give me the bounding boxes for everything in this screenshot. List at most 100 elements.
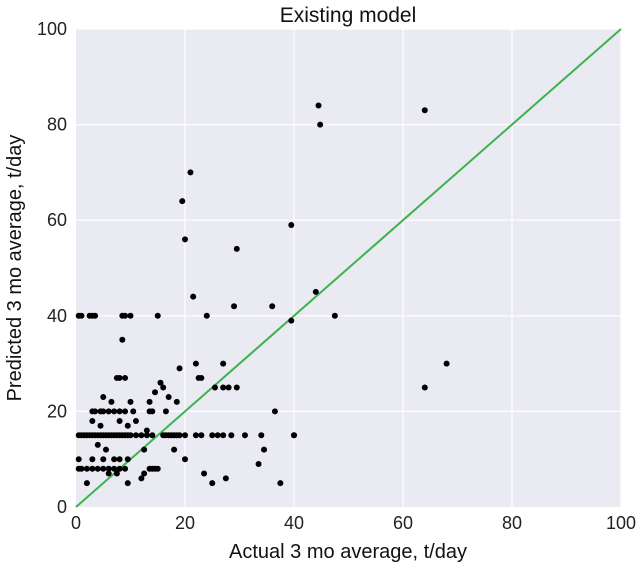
data-point	[116, 374, 123, 381]
data-point	[124, 456, 131, 463]
data-point	[165, 394, 172, 401]
data-point	[94, 465, 101, 472]
data-point	[209, 432, 216, 439]
gridlines	[76, 28, 622, 507]
data-point	[116, 417, 123, 424]
data-point	[149, 408, 156, 415]
y-tick-label: 100	[37, 19, 67, 39]
data-point	[214, 432, 221, 439]
data-point	[225, 384, 232, 391]
data-point	[149, 432, 156, 439]
x-tick-label: 20	[175, 513, 195, 533]
data-point	[312, 288, 319, 295]
data-point	[113, 470, 120, 477]
data-point	[89, 465, 96, 472]
chart-title: Existing model	[280, 4, 417, 27]
data-point	[127, 432, 134, 439]
data-point	[201, 470, 208, 477]
data-point	[211, 384, 218, 391]
data-point	[182, 236, 188, 243]
data-point	[190, 293, 197, 300]
data-point	[160, 384, 167, 391]
data-point	[198, 374, 205, 381]
data-point	[182, 432, 188, 439]
data-point	[288, 317, 295, 324]
data-point	[179, 198, 186, 205]
data-point	[209, 480, 216, 487]
data-point	[94, 441, 101, 448]
data-point	[119, 336, 126, 343]
data-point	[78, 465, 85, 472]
data-points	[75, 102, 450, 487]
data-point	[122, 465, 129, 472]
data-point	[116, 456, 123, 463]
data-point	[171, 446, 178, 453]
x-tick-label: 80	[502, 513, 522, 533]
data-point	[127, 398, 134, 405]
data-point	[261, 446, 268, 453]
data-point	[89, 456, 96, 463]
data-point	[162, 408, 169, 415]
data-point	[269, 303, 276, 310]
data-point	[141, 470, 148, 477]
x-tick-label: 60	[393, 513, 413, 533]
x-tick-label: 100	[606, 513, 636, 533]
data-point	[146, 398, 153, 405]
data-point	[154, 312, 161, 319]
data-point	[100, 408, 107, 415]
data-point	[92, 408, 99, 415]
data-point	[124, 480, 131, 487]
data-point	[111, 408, 118, 415]
data-point	[122, 312, 129, 319]
identity-line	[75, 28, 622, 508]
data-point	[176, 365, 183, 372]
y-tick-label: 40	[47, 306, 67, 326]
data-point	[75, 456, 82, 463]
data-point	[89, 417, 96, 424]
data-point	[83, 465, 90, 472]
data-point	[220, 432, 227, 439]
data-point	[127, 312, 134, 319]
data-point	[231, 303, 238, 310]
y-axis-label: Predicted 3 mo average, t/day	[4, 135, 26, 402]
data-point	[228, 432, 235, 439]
data-point	[100, 456, 107, 463]
data-point	[124, 422, 131, 429]
data-point	[220, 360, 227, 367]
reference-line-group	[75, 28, 622, 508]
data-point	[78, 312, 85, 319]
y-tick-label: 20	[47, 401, 67, 421]
data-point	[143, 432, 150, 439]
y-tick-label: 60	[47, 210, 67, 230]
data-point	[187, 169, 194, 176]
x-axis-label: Actual 3 mo average, t/day	[229, 541, 467, 563]
data-point	[138, 432, 145, 439]
data-point	[271, 408, 278, 415]
data-point	[157, 379, 164, 386]
data-point	[92, 312, 99, 319]
data-point	[138, 475, 145, 482]
data-point	[220, 384, 227, 391]
data-point	[108, 398, 115, 405]
data-point	[143, 427, 150, 434]
data-point	[100, 394, 107, 401]
data-point	[288, 221, 295, 228]
data-point	[152, 389, 159, 396]
y-tick-label: 80	[47, 115, 67, 135]
data-point	[222, 475, 229, 482]
y-tick-label: 0	[57, 497, 67, 517]
data-point	[173, 398, 180, 405]
x-tick-label: 0	[71, 513, 81, 533]
data-point	[141, 446, 148, 453]
data-point	[255, 460, 262, 467]
data-point	[192, 432, 199, 439]
data-point	[130, 408, 137, 415]
data-point	[154, 465, 161, 472]
data-point	[105, 408, 112, 415]
data-point	[105, 470, 112, 477]
data-point	[111, 465, 118, 472]
data-point	[258, 432, 265, 439]
data-point	[176, 432, 183, 439]
data-point	[421, 384, 428, 391]
